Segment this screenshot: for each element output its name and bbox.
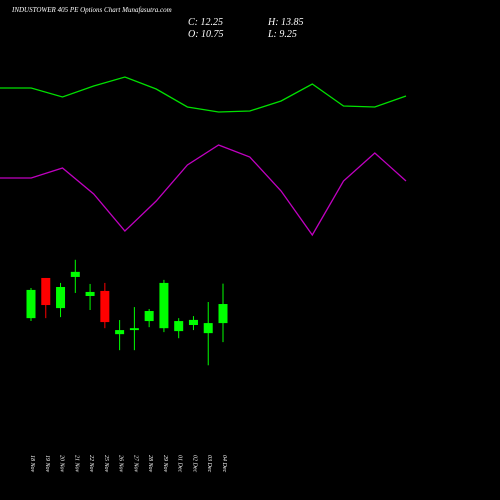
ohlc-low: L: 9.25 — [267, 29, 297, 40]
ohlc-high: H: 13.85 — [267, 17, 304, 28]
ohlc-close: C: 12.25 — [188, 17, 223, 28]
x-tick-label: 18 Nov — [29, 455, 35, 473]
candle-body — [174, 321, 184, 332]
x-tick-label: 21 Nov — [73, 455, 79, 473]
indicator-line — [0, 76, 407, 113]
candle-body — [100, 290, 110, 323]
candle-body — [159, 282, 169, 329]
candle-body — [218, 304, 228, 324]
candle-body — [56, 286, 66, 309]
x-tick-label: 01 Dec — [177, 455, 183, 472]
x-tick-label: 26 Nov — [118, 455, 124, 473]
x-tick-label: 03 Dec — [206, 455, 212, 472]
candle-body — [144, 311, 154, 322]
ohlc-open: O: 10.75 — [188, 29, 224, 40]
candle-body — [129, 328, 139, 331]
candle-body — [70, 271, 80, 277]
x-tick-label: 29 Nov — [162, 455, 168, 473]
x-tick-label: 19 Nov — [44, 455, 50, 473]
candle-body — [203, 323, 213, 334]
x-tick-label: 02 Dec — [191, 455, 197, 472]
x-tick-label: 04 Dec — [221, 455, 228, 472]
candle-body — [26, 289, 36, 319]
indicator-line — [0, 144, 407, 237]
candle-body — [188, 319, 198, 325]
candle-body — [115, 330, 125, 335]
x-tick-label: 22 Nov — [88, 455, 94, 473]
x-tick-label: 28 Nov — [147, 455, 153, 473]
candle-body — [85, 291, 95, 297]
x-tick-label: 25 Nov — [103, 455, 109, 473]
x-tick-label: 20 Nov — [59, 455, 65, 473]
chart-title: INDUSTOWER 405 PE Options Chart Munafasu… — [11, 6, 172, 14]
candle-body — [41, 277, 51, 306]
x-tick-label: 27 Nov — [132, 455, 138, 473]
